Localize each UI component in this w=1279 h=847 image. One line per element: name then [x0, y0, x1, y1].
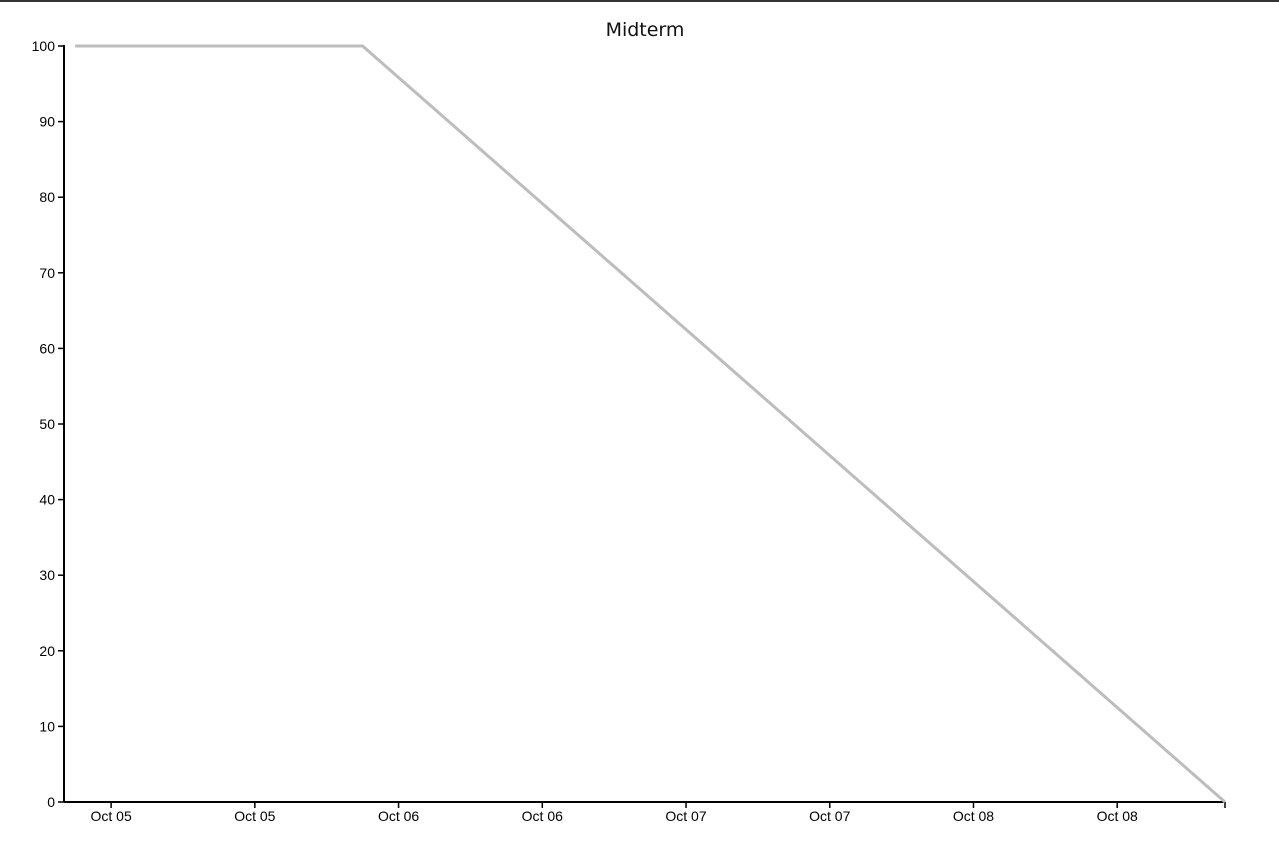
y-axis: 0 10 20 30 40 50 60 70 80 90 100	[32, 38, 65, 810]
x-tick-label: Oct 05	[90, 808, 131, 824]
y-tick-label: 40	[39, 492, 55, 508]
y-tick-label: 60	[39, 340, 55, 356]
top-border	[0, 0, 1279, 2]
y-tick-label: 20	[39, 643, 55, 659]
y-tick-label: 10	[39, 718, 55, 734]
series-line-0	[75, 44, 1226, 804]
x-tick-label: Oct 06	[378, 808, 419, 824]
chart-title: Midterm	[606, 19, 685, 41]
y-tick-label: 70	[39, 265, 55, 281]
x-tick-label: Oct 07	[809, 808, 850, 824]
y-tick-label: 0	[47, 794, 55, 810]
y-tick-label: 30	[39, 567, 55, 583]
y-tick-label: 50	[39, 416, 55, 432]
x-tick-label: Oct 08	[953, 808, 994, 824]
x-tick-label: Oct 05	[234, 808, 275, 824]
x-tick-label: Oct 07	[665, 808, 706, 824]
x-tick-label: Oct 06	[522, 808, 563, 824]
x-tick-label: Oct 08	[1097, 808, 1138, 824]
series-layer	[75, 44, 1226, 804]
x-axis: Oct 05 Oct 05 Oct 06 Oct 06 Oct 07 Oct 07 Oct …	[64, 801, 1226, 824]
y-tick-label: 90	[39, 114, 55, 130]
y-tick-label: 100	[32, 38, 56, 54]
y-tick-label: 80	[39, 189, 55, 205]
